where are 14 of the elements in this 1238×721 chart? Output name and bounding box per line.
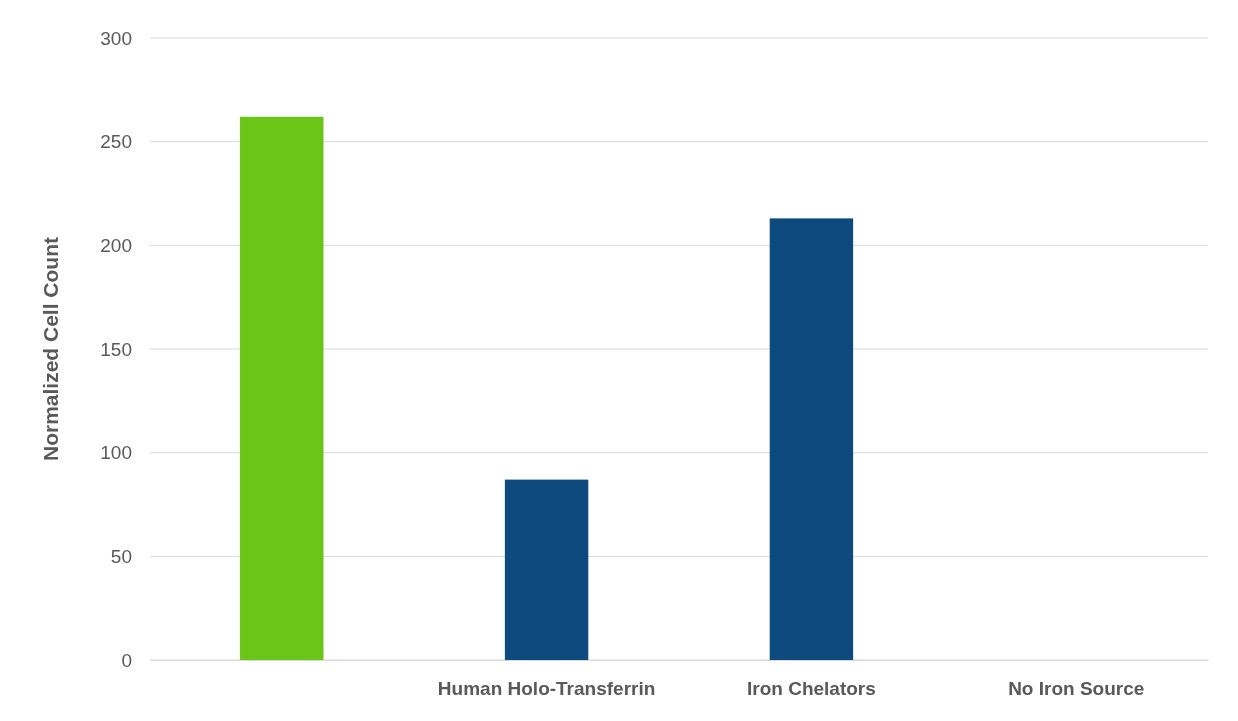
y-tick-label: 50 [110,545,132,567]
y-tick-label: 0 [121,649,132,671]
y-tick-label: 150 [100,338,132,360]
bar [504,479,589,660]
x-tick-label: Human Holo-Transferrin [437,678,656,700]
y-axis-title: Normalized Cell Count [39,236,62,462]
y-tick-label: 200 [100,234,132,256]
y-tick-label: 300 [100,27,132,49]
bar [240,116,324,660]
y-tick-label: 250 [100,131,132,153]
bar [769,218,854,660]
x-tick-label: No Iron Source [1008,678,1145,700]
x-tick-label: Iron Chelators [747,678,876,700]
y-tick-label: 100 [100,442,132,464]
